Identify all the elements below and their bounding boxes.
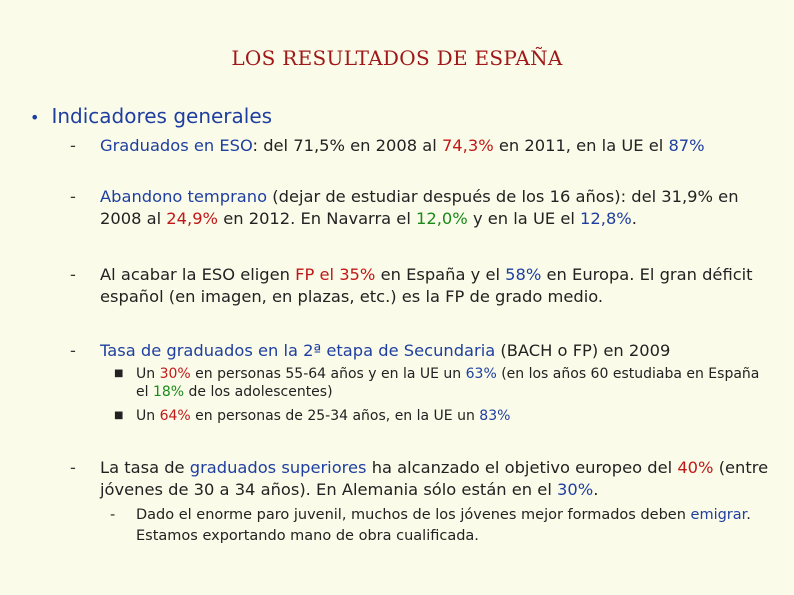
text-fragment: (dejar de estudiar después de los 16 año… <box>100 187 739 228</box>
value-text: 30% <box>557 480 594 499</box>
text-fragment: en personas 55-64 años y en la UE un <box>190 366 466 382</box>
text-fragment: Un <box>136 408 160 424</box>
value-text: FP el 35% <box>295 265 376 284</box>
text-fragment: en 2012. En Navarra el <box>218 209 417 228</box>
square-bullet-icon: ■ <box>114 410 124 421</box>
text-fragment: . <box>631 209 637 228</box>
value-text: 40% <box>677 458 714 477</box>
highlight-text: Graduados en ESO <box>100 136 253 155</box>
text-fragment: en 2011, en la UE el <box>493 136 669 155</box>
item-text: La tasa de graduados superiores ha alcan… <box>100 457 780 501</box>
value-text: 58% <box>505 265 542 284</box>
square-bullet-icon: ■ <box>114 368 124 379</box>
highlight-text: graduados superiores <box>189 458 367 477</box>
item-graduados-eso: - Graduados en ESO: del 71,5% en 2008 al… <box>70 135 780 157</box>
bullet-icon: • <box>30 108 40 127</box>
dash-marker: - <box>70 187 76 206</box>
text-fragment: (BACH o FP) en 2009 <box>495 341 671 360</box>
value-text: 24,9% <box>166 209 219 228</box>
text-fragment: : del 71,5% en 2008 al <box>252 136 442 155</box>
subitem-25-34: ■ Un 64% en personas de 25-34 años, en l… <box>114 407 774 425</box>
value-text: 83% <box>479 408 511 424</box>
value-text: 64% <box>159 408 191 424</box>
value-text: 18% <box>152 384 185 400</box>
dash-marker: - <box>110 507 116 523</box>
dash-marker: - <box>70 265 76 284</box>
text-fragment: en España y el <box>375 265 506 284</box>
page-title: LOS RESULTADOS DE ESPAÑA <box>231 46 563 70</box>
item-abandono: - Abandono temprano (dejar de estudiar d… <box>70 186 780 230</box>
subitem-text: Un 30% en personas 55-64 años y en la UE… <box>136 365 774 401</box>
value-text: 12,0% <box>416 209 468 228</box>
text-fragment: La tasa de <box>100 458 190 477</box>
highlight-text: emigrar <box>690 507 747 523</box>
highlight-text: Tasa de graduados en la 2ª etapa de Secu… <box>100 341 496 360</box>
item-text: Al acabar la ESO eligen FP el 35% en Esp… <box>100 264 780 308</box>
text-fragment: (en los años 60 estudiaba en España el <box>136 366 760 400</box>
text-fragment: (entre jóvenes de 30 a 34 años). En Alem… <box>100 458 769 499</box>
item-text: Tasa de graduados en la 2ª etapa de Secu… <box>100 340 780 362</box>
text-fragment: en Europa. El gran déficit español (en i… <box>100 265 753 306</box>
dash-marker: - <box>70 458 76 477</box>
text-fragment: Dado el enorme paro juvenil, muchos de l… <box>136 507 691 523</box>
value-text: 30% <box>159 366 191 382</box>
item-graduados-superiores: - La tasa de graduados superiores ha alc… <box>70 457 780 501</box>
dash-marker: - <box>70 136 76 155</box>
text-fragment: y en la UE el <box>467 209 581 228</box>
value-text: 87% <box>668 136 705 155</box>
item-tasa-secundaria: - Tasa de graduados en la 2ª etapa de Se… <box>70 340 780 362</box>
item-text: Abandono temprano (dejar de estudiar des… <box>100 186 780 230</box>
note-emigrar: - Dado el enorme paro juvenil, muchos de… <box>110 505 770 547</box>
item-text: Graduados en ESO: del 71,5% en 2008 al 7… <box>100 135 780 157</box>
value-text: 74,3% <box>441 136 494 155</box>
value-text: 12,8% <box>580 209 632 228</box>
value-text: 63% <box>465 366 497 382</box>
text-fragment: de los adolescentes) <box>184 384 333 400</box>
text-fragment: . <box>593 480 599 499</box>
heading-text: Indicadores generales <box>51 104 273 128</box>
item-fp: - Al acabar la ESO eligen FP el 35% en E… <box>70 264 780 308</box>
dash-marker: - <box>70 341 76 360</box>
subitem-text: Un 64% en personas de 25-34 años, en la … <box>136 407 774 425</box>
subitem-55-64: ■ Un 30% en personas 55-64 años y en la … <box>114 365 774 401</box>
section-heading: • Indicadores generales <box>30 104 272 128</box>
highlight-text: Abandono temprano <box>100 187 268 206</box>
text-fragment: en personas de 25-34 años, en la UE un <box>190 408 480 424</box>
text-fragment: ha alcanzado el objetivo europeo del <box>366 458 678 477</box>
note-text: Dado el enorme paro juvenil, muchos de l… <box>136 505 770 547</box>
text-fragment: Un <box>136 366 160 382</box>
text-fragment: . Estamos exportando mano de obra cualif… <box>136 507 751 544</box>
text-fragment: Al acabar la ESO eligen <box>100 265 296 284</box>
